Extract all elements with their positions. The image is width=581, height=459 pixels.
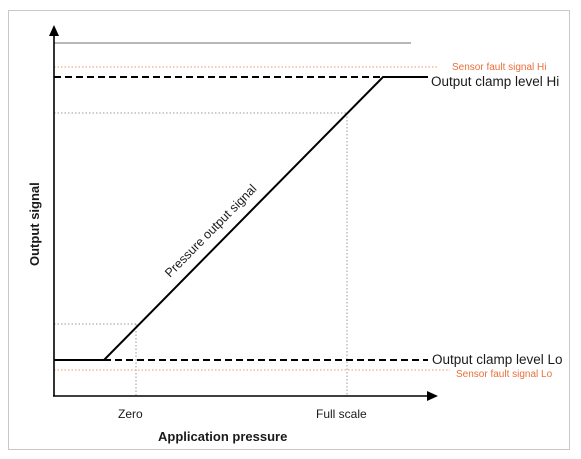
x-axis-label: Application pressure	[158, 429, 287, 444]
zero-tick-label: Zero	[118, 407, 143, 421]
fault-lo-label: Sensor fault signal Lo	[456, 369, 553, 380]
y-axis-arrow-icon	[49, 25, 59, 36]
diagram-frame	[8, 10, 570, 450]
y-axis-label: Output signal	[27, 182, 42, 266]
signal-label: Pressure output signal	[162, 182, 259, 280]
x-axis-arrow-icon	[427, 391, 438, 401]
pressure-output-signal-line	[54, 76, 428, 361]
full-scale-tick-label: Full scale	[316, 407, 367, 421]
clamp-hi-label: Output clamp level Hi	[431, 74, 559, 89]
clamp-lo-label: Output clamp level Lo	[432, 352, 563, 367]
fault-hi-label: Sensor fault signal Hi	[452, 62, 547, 73]
